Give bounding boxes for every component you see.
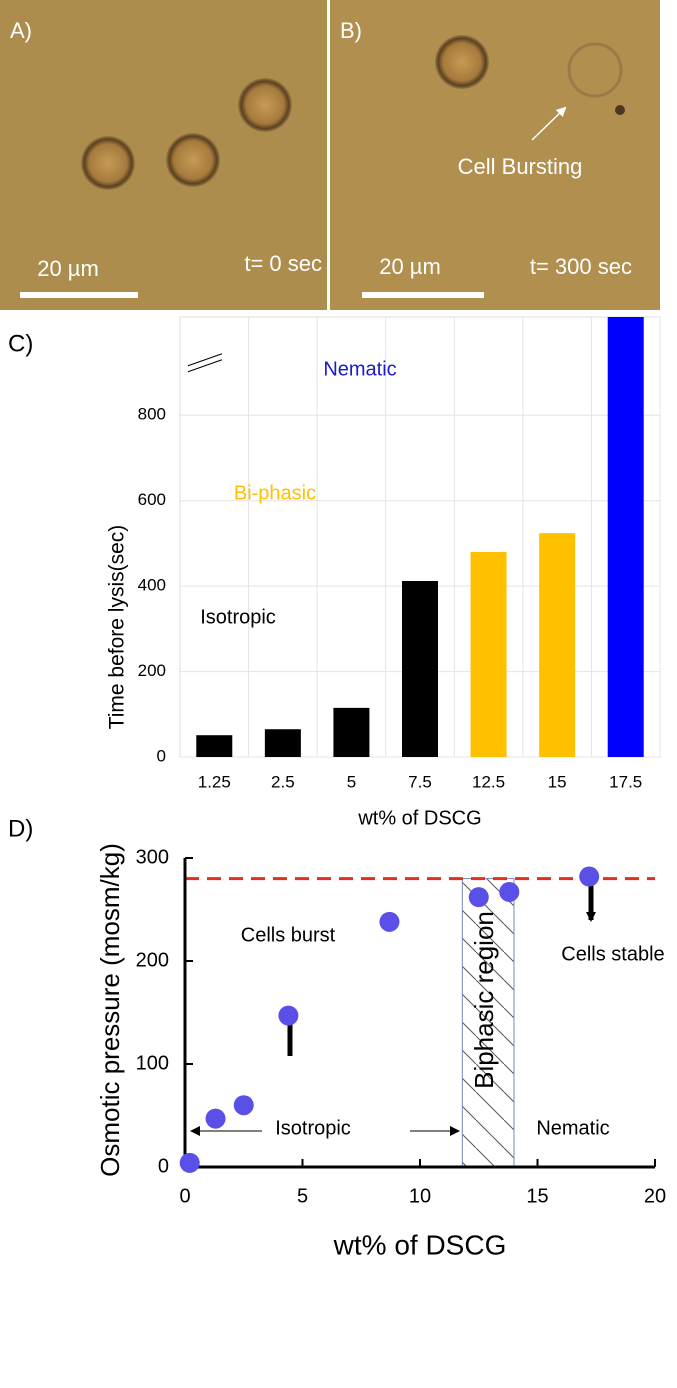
debris <box>615 105 625 115</box>
y-tick-label: 400 <box>138 576 166 595</box>
bar <box>196 735 233 757</box>
x-tick-label: 7.5 <box>408 772 432 791</box>
annotation: Nematic <box>536 1117 609 1139</box>
point <box>499 881 520 902</box>
x-tick-label: 5 <box>297 1185 308 1207</box>
axis-break <box>187 353 223 367</box>
cell <box>435 35 489 89</box>
scale-bar <box>362 292 484 298</box>
y-axis-label: Osmotic pressure (mosm/kg) <box>95 843 125 1177</box>
scale-label: 20 µm <box>37 256 99 281</box>
y-tick-label: 0 <box>158 1155 169 1177</box>
bar <box>333 707 370 757</box>
panel-label: D) <box>8 815 33 842</box>
annotation: Isotropic <box>275 1117 351 1139</box>
y-tick-label: 200 <box>138 661 166 680</box>
cell <box>238 78 292 132</box>
x-tick-label: 20 <box>644 1185 666 1207</box>
y-tick-label: 800 <box>138 405 166 424</box>
time-label: t= 0 sec <box>244 251 322 276</box>
x-tick-label: 12.5 <box>472 772 505 791</box>
cell <box>166 133 220 187</box>
bar <box>607 317 644 757</box>
annotation: Cell Bursting <box>458 154 583 179</box>
arrow <box>531 106 567 141</box>
x-axis-label: wt% of DSCG <box>333 1229 507 1260</box>
panel-label: A) <box>10 18 32 43</box>
annotation: Biphasic region <box>469 911 499 1089</box>
annotation: Isotropic <box>200 606 276 628</box>
point <box>179 1152 200 1173</box>
micrograph-a <box>0 0 327 310</box>
x-tick-label: 10 <box>409 1185 431 1207</box>
point <box>233 1095 254 1116</box>
y-axis-label: Time before lysis(sec) <box>106 525 129 730</box>
x-tick-label: 5 <box>347 772 356 791</box>
panel-label: C) <box>8 330 33 357</box>
micrograph-b <box>330 0 660 310</box>
annotation: Cells burst <box>241 924 336 946</box>
time-label: t= 300 sec <box>530 254 632 279</box>
panel-label: B) <box>340 18 362 43</box>
point <box>468 887 489 908</box>
scale-label: 20 µm <box>379 254 441 279</box>
point <box>205 1108 226 1129</box>
x-tick-label: 15 <box>548 772 567 791</box>
x-tick-label: 2.5 <box>271 772 295 791</box>
burst-cell <box>567 42 623 98</box>
y-tick-label: 600 <box>138 490 166 509</box>
x-tick-label: 0 <box>179 1185 190 1207</box>
annotation: Cells stable <box>561 943 664 965</box>
axis-break <box>187 359 223 373</box>
point <box>379 911 400 932</box>
annotation: Nematic <box>323 358 396 380</box>
x-axis-label: wt% of DSCG <box>357 807 481 829</box>
y-tick-label: 200 <box>136 949 169 971</box>
x-tick-label: 1.25 <box>198 772 231 791</box>
y-tick-label: 0 <box>157 746 166 765</box>
x-tick-label: 17.5 <box>609 772 642 791</box>
point <box>278 1005 299 1026</box>
annotation: Bi-phasic <box>234 482 316 504</box>
bar <box>402 581 438 757</box>
scale-bar <box>20 292 138 298</box>
y-tick-label: 100 <box>136 1052 169 1074</box>
cell <box>81 136 135 190</box>
x-tick-label: 15 <box>526 1185 548 1207</box>
y-tick-label: 300 <box>136 846 169 868</box>
bar <box>539 533 576 757</box>
bar <box>470 551 507 757</box>
bar <box>264 729 301 757</box>
point <box>579 866 600 887</box>
